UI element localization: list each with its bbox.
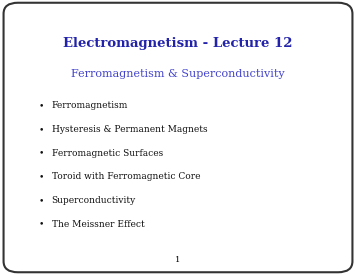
Text: Toroid with Ferromagnetic Core: Toroid with Ferromagnetic Core — [52, 172, 200, 181]
Text: •: • — [38, 125, 44, 134]
Text: •: • — [38, 172, 44, 181]
FancyBboxPatch shape — [4, 3, 352, 272]
Text: The Meissner Effect: The Meissner Effect — [52, 220, 145, 229]
Text: Hysteresis & Permanent Magnets: Hysteresis & Permanent Magnets — [52, 125, 207, 134]
Text: Electromagnetism - Lecture 12: Electromagnetism - Lecture 12 — [63, 37, 293, 51]
Text: 1: 1 — [175, 256, 181, 264]
Text: Ferromagnetism: Ferromagnetism — [52, 101, 128, 110]
Text: Superconductivity: Superconductivity — [52, 196, 136, 205]
Text: Ferromagnetism & Superconductivity: Ferromagnetism & Superconductivity — [71, 69, 285, 79]
Text: •: • — [38, 101, 44, 110]
Text: Ferromagnetic Surfaces: Ferromagnetic Surfaces — [52, 149, 163, 158]
Text: •: • — [38, 149, 44, 158]
Text: •: • — [38, 220, 44, 229]
Text: •: • — [38, 196, 44, 205]
